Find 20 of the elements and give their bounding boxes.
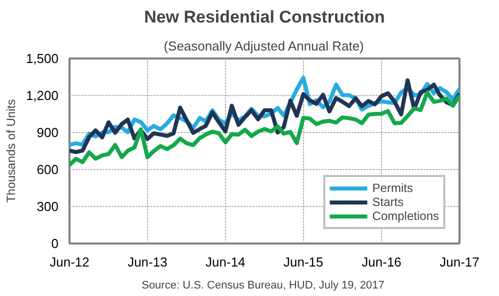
y-tick-label: 300 xyxy=(36,199,59,214)
y-tick-label: 900 xyxy=(36,125,59,140)
x-tick-label: Jun-12 xyxy=(50,254,90,270)
legend-label: Starts xyxy=(372,195,404,209)
chart-subtitle: (Seasonally Adjusted Annual Rate) xyxy=(164,38,364,54)
line-series xyxy=(70,90,460,168)
chart-title: New Residential Construction xyxy=(144,8,385,26)
source-note: Source: U.S. Census Bureau, HUD, July 19, 2017 xyxy=(142,280,384,292)
y-tick-label: 0 xyxy=(51,236,59,251)
y-axis-title: Thousands of Units xyxy=(4,99,18,203)
legend-label: Completions xyxy=(372,209,439,223)
x-tick-label: Jun-14 xyxy=(206,254,246,270)
x-tick-label: Jun-15 xyxy=(283,254,324,270)
legend-label: Permits xyxy=(372,181,413,195)
x-tick-label: Jun-13 xyxy=(128,254,168,270)
y-tick-label: 1,200 xyxy=(26,88,59,103)
y-tick-label: 600 xyxy=(36,162,59,177)
y-tick-label: 1,500 xyxy=(26,51,59,66)
x-tick-label: Jun-17 xyxy=(440,254,480,270)
x-tick-label: Jun-16 xyxy=(362,254,402,270)
